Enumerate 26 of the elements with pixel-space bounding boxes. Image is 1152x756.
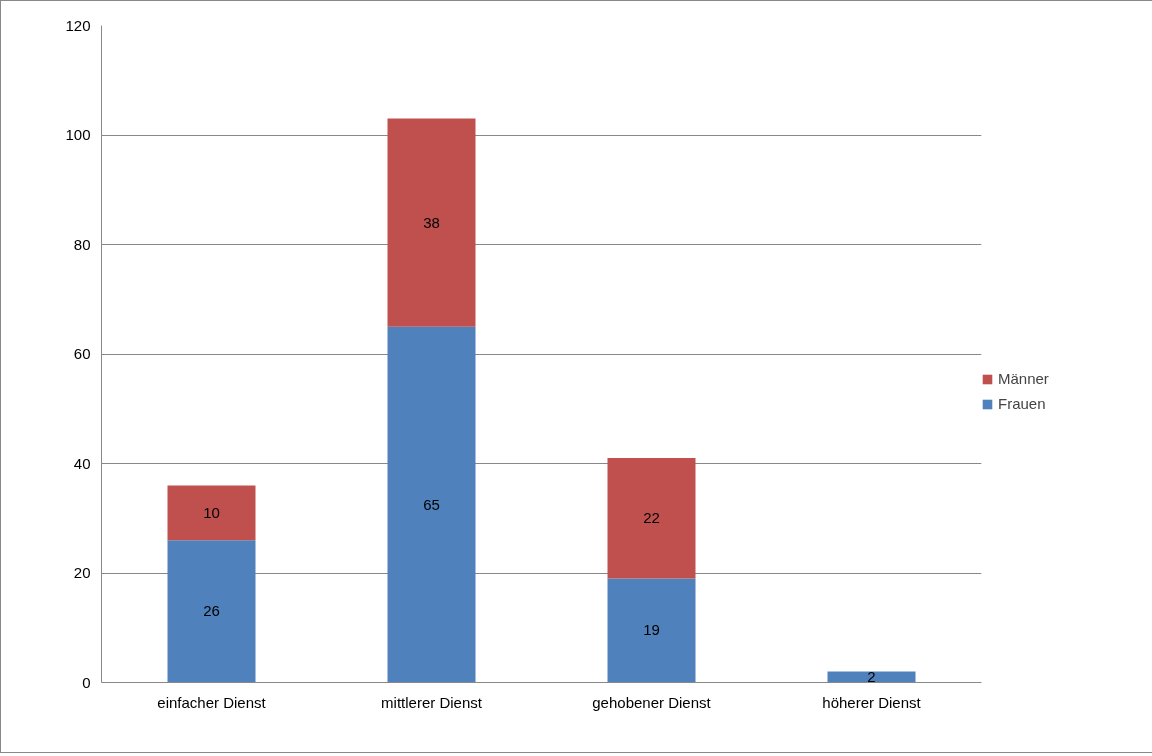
data-label: 65 — [423, 495, 440, 513]
y-tick-label: 40 — [73, 454, 91, 472]
x-tick-label: gehobener Dienst — [592, 693, 712, 711]
data-label: 26 — [203, 602, 220, 620]
bar — [607, 578, 696, 683]
data-label: 2 — [867, 668, 876, 686]
data-label: 38 — [423, 213, 440, 231]
x-tick-label: einfacher Dienst — [157, 693, 267, 711]
bar — [167, 485, 256, 541]
y-tick-label: 80 — [73, 235, 91, 253]
bar — [167, 540, 256, 683]
y-tick-label: 0 — [82, 673, 91, 691]
bar — [387, 118, 476, 327]
bar — [387, 326, 476, 683]
bar — [607, 458, 696, 579]
y-tick-label: 100 — [65, 126, 91, 143]
legend-label: Männer — [998, 370, 1049, 387]
y-tick-label: 20 — [73, 564, 91, 581]
x-tick-label: mittlerer Dienst — [381, 693, 483, 711]
data-label: 10 — [203, 503, 220, 521]
data-label: 22 — [643, 509, 660, 527]
y-tick-label: 120 — [65, 16, 91, 34]
x-tick-label: höherer Dienst — [822, 693, 922, 711]
y-tick-label: 60 — [73, 345, 91, 362]
legend-label: Frauen — [998, 395, 1046, 412]
data-label: 19 — [643, 621, 660, 639]
